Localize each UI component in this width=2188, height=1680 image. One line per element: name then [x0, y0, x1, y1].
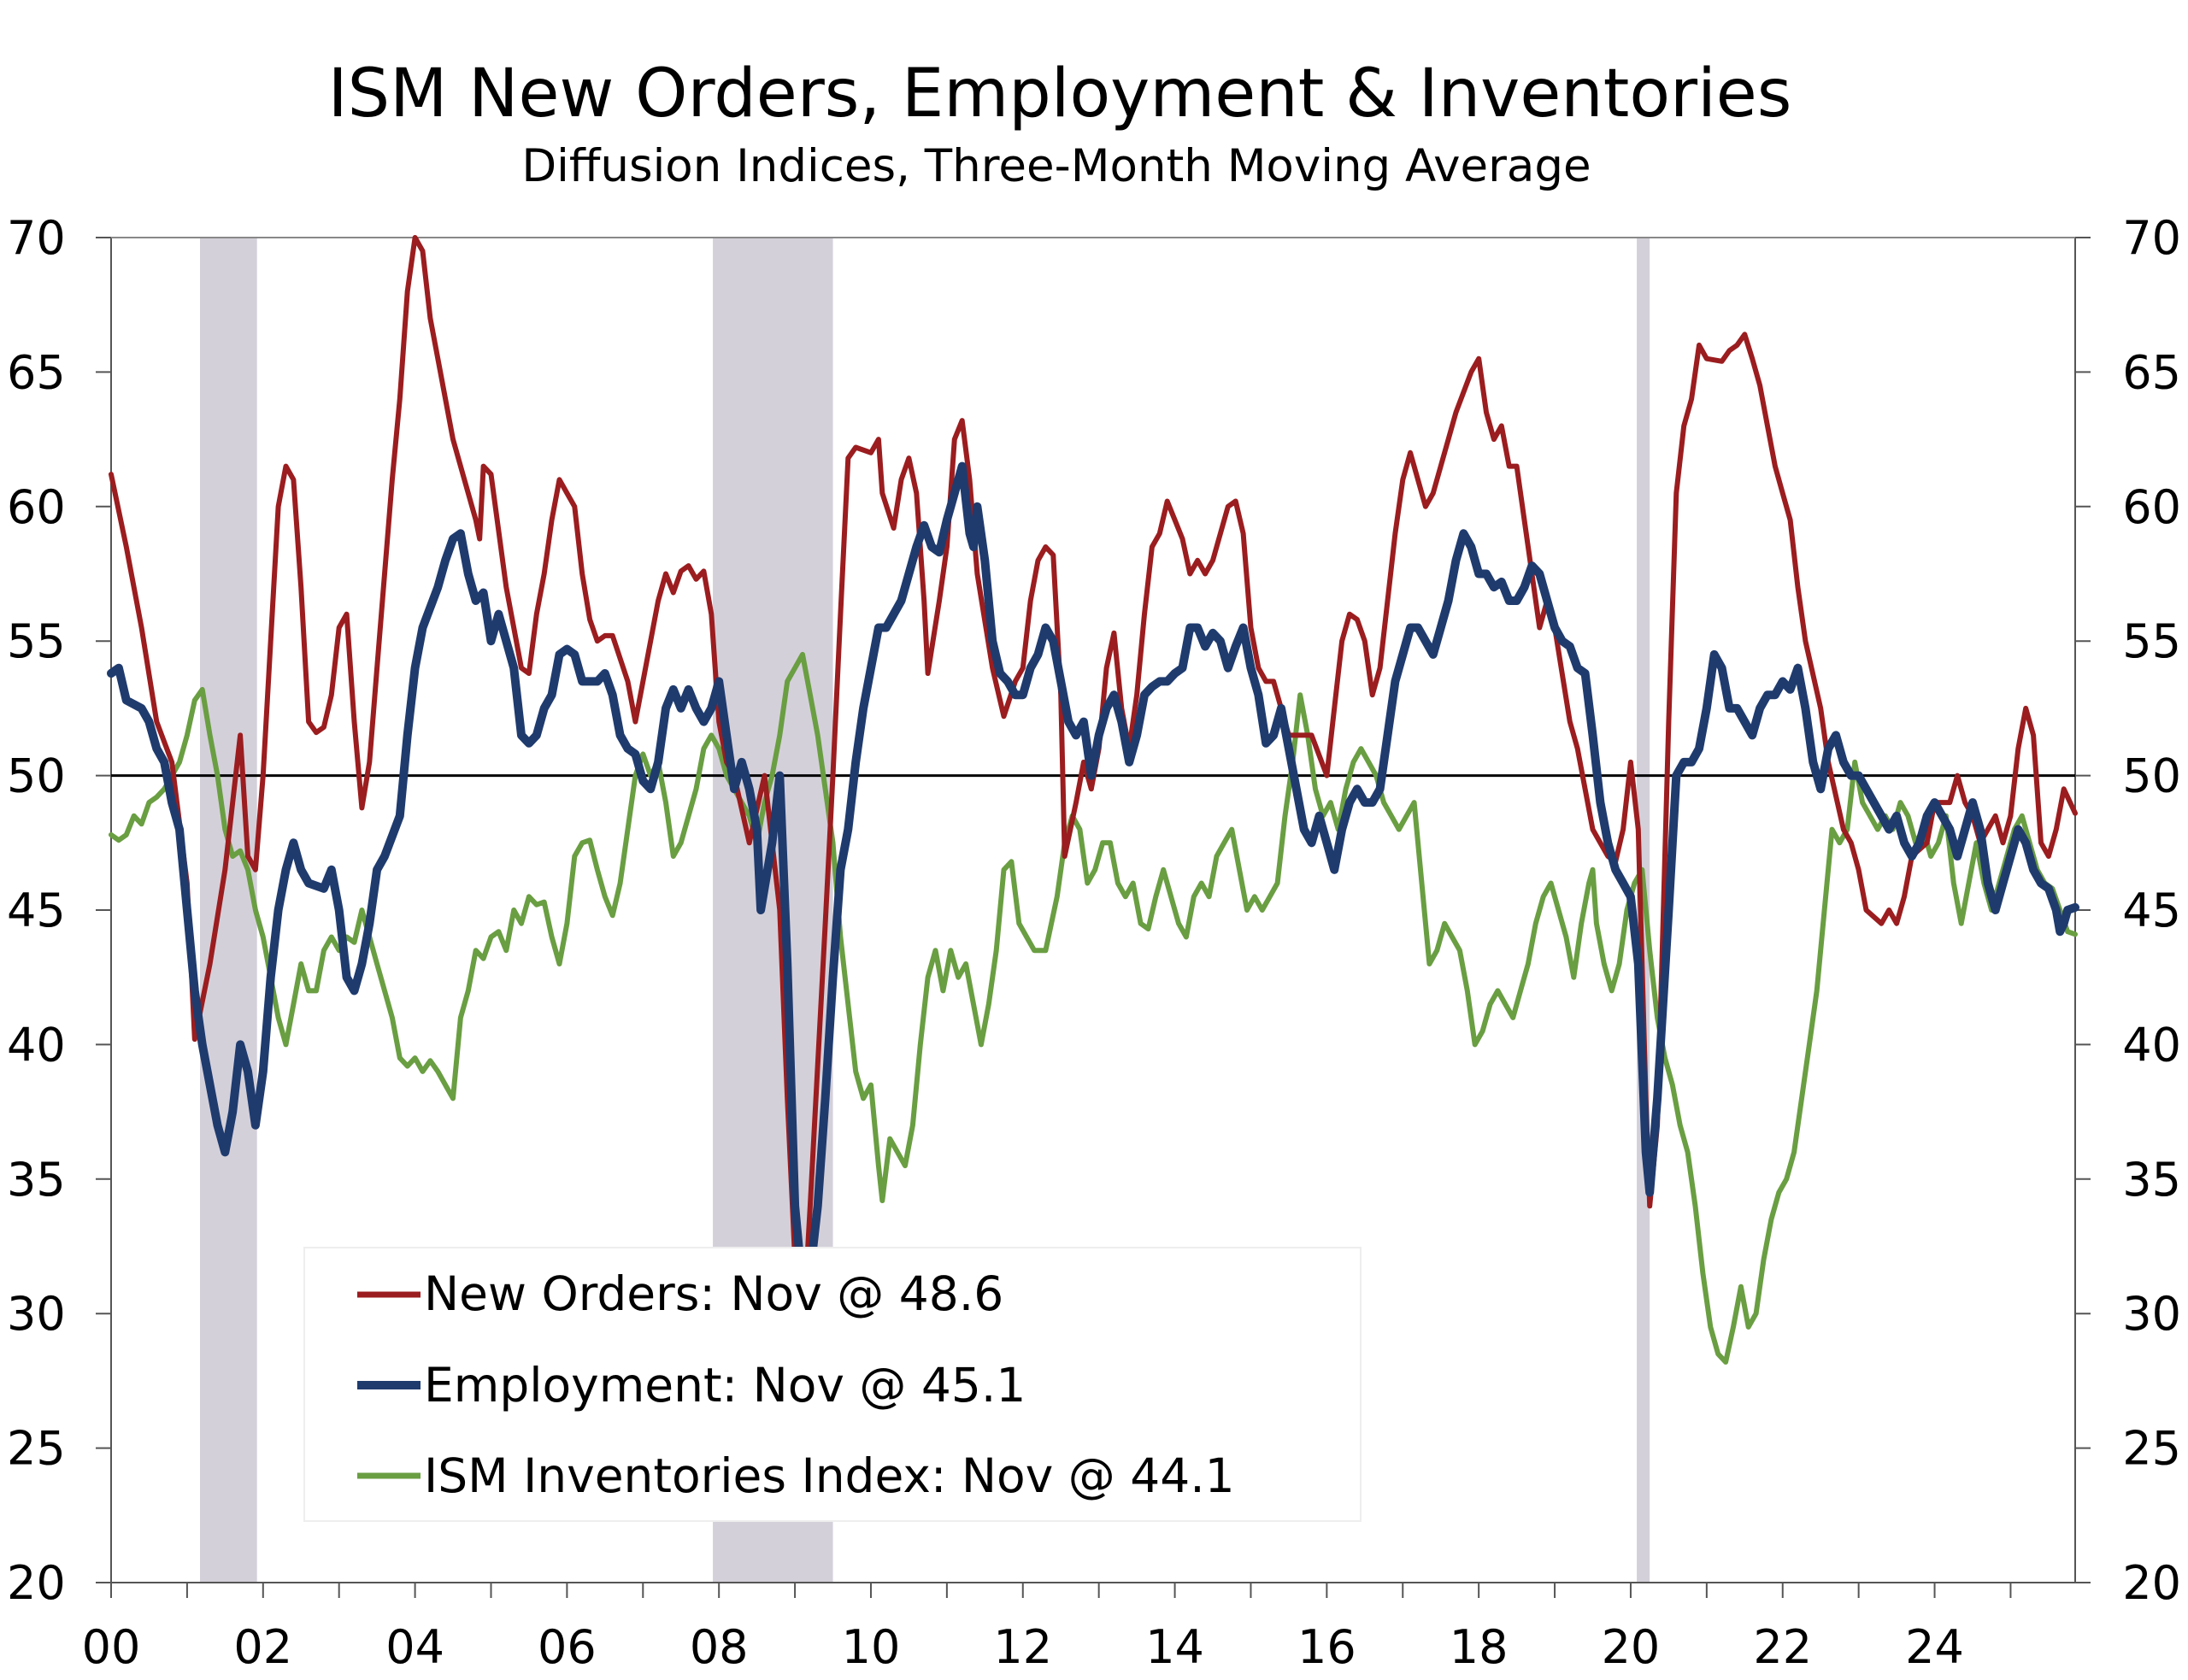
ytick-label-left: 50: [7, 749, 66, 803]
xtick-label: 00: [82, 1620, 141, 1674]
ytick-label-right: 45: [2122, 884, 2181, 937]
ytick-label-right: 65: [2122, 345, 2181, 399]
ytick-label-left: 30: [7, 1287, 66, 1341]
legend-box: [303, 1247, 1362, 1522]
ytick-label-left: 35: [7, 1153, 66, 1207]
legend-label-inventories: ISM Inventories Index: Nov @ 44.1: [424, 1448, 1235, 1503]
ytick-label-left: 70: [7, 211, 66, 265]
inventories-line: [109, 651, 2078, 1365]
ytick-label-left: 20: [7, 1556, 66, 1610]
ytick-label-right: 20: [2122, 1556, 2181, 1610]
legend-label-new-orders: New Orders: Nov @ 48.6: [424, 1266, 1003, 1321]
ytick-label-right: 30: [2122, 1287, 2181, 1341]
recession-band-2: [1637, 238, 1650, 1583]
xtick-label: 20: [1602, 1620, 1661, 1674]
chart-title: ISM New Orders, Employment & Inventories: [328, 56, 1792, 132]
xtick-label: 06: [538, 1620, 597, 1674]
ytick-label-right: 50: [2122, 749, 2181, 803]
x-ticks: 00 02 04 06 08 10 12 14 16 18 20 22 24: [82, 1583, 2012, 1674]
xtick-label: 24: [1905, 1620, 1964, 1674]
xtick-label: 14: [1145, 1620, 1204, 1674]
ytick-label-left: 40: [7, 1018, 66, 1072]
xtick-label: 02: [233, 1620, 292, 1674]
y-ticks: 20 20 25 25 30 30 35 35 40 40 45 45 50 50 55 55 60 60 65 65…: [7, 211, 2181, 1610]
new-orders-line: [109, 235, 2078, 1343]
ytick-label-right: 40: [2122, 1018, 2181, 1072]
employment-line: [107, 461, 2079, 1291]
xtick-label: 04: [385, 1620, 444, 1674]
ytick-label-left: 65: [7, 345, 66, 399]
ytick-label-left: 60: [7, 480, 66, 534]
xtick-label: 18: [1450, 1620, 1509, 1674]
chart-subtitle: Diffusion Indices, Three-Month Moving Av…: [521, 140, 1591, 192]
xtick-label: 12: [993, 1620, 1052, 1674]
xtick-label: 16: [1297, 1620, 1356, 1674]
xtick-label: 08: [690, 1620, 749, 1674]
ytick-label-left: 25: [7, 1422, 66, 1476]
legend: New Orders: Nov @ 48.6 Employment: Nov @…: [303, 1247, 1362, 1522]
ytick-label-right: 35: [2122, 1153, 2181, 1207]
ytick-label-left: 55: [7, 614, 66, 668]
ytick-label-left: 45: [7, 884, 66, 937]
xtick-label: 10: [842, 1620, 901, 1674]
ytick-label-right: 70: [2122, 211, 2181, 265]
series-lines: [107, 235, 2079, 1365]
legend-label-employment: Employment: Nov @ 45.1: [424, 1358, 1026, 1413]
xtick-label: 22: [1753, 1620, 1812, 1674]
recession-band-0: [200, 238, 257, 1583]
ytick-label-right: 25: [2122, 1422, 2181, 1476]
ytick-label-right: 55: [2122, 614, 2181, 668]
ytick-label-right: 60: [2122, 480, 2181, 534]
